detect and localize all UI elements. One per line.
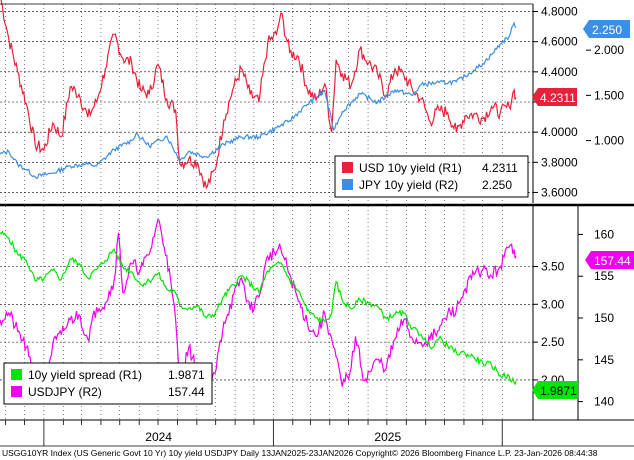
svg-text:1.9871: 1.9871 <box>540 384 577 398</box>
lower-left-tick-label: 3.00 <box>541 297 565 311</box>
upper-left-tick-label: 3.6000 <box>541 185 578 199</box>
usd-legend-swatch <box>342 162 353 173</box>
lower-right-tick-label: 150 <box>594 311 614 325</box>
usdjpy-legend-swatch <box>11 386 22 397</box>
jpy-legend-swatch <box>342 179 353 190</box>
usdjpy-legend-value: 157.44 <box>168 385 205 399</box>
x-axis-year-label: 2025 <box>374 430 401 444</box>
upper-right-tick-label: 1.500 <box>594 88 624 102</box>
usdjpy-line <box>0 218 517 405</box>
lower-left-tick-label: 3.50 <box>541 259 565 273</box>
footer-copyright: USGG10YR Index (US Generic Govt 10 Yr) 1… <box>2 448 598 458</box>
upper-legend: USD 10y yield (R1) 4.2311 JPY 10y yield … <box>334 155 529 198</box>
usdjpy-legend-label: USDJPY (R2) <box>28 385 102 399</box>
spread-legend-value: 1.9871 <box>168 368 205 382</box>
jpy-yield-value-tag: 2.250 <box>583 20 630 38</box>
upper-left-tick-label: 4.6000 <box>541 35 578 49</box>
upper-left-tick-label: 4.0000 <box>541 125 578 139</box>
jpy-legend-value: 2.250 <box>482 178 512 192</box>
spread-legend-label: 10y yield spread (R1) <box>28 368 142 382</box>
lower-legend: 10y yield spread (R1) 1.9871 USDJPY (R2)… <box>3 362 213 405</box>
svg-text:4.2311: 4.2311 <box>540 91 576 105</box>
upper-left-tick-label: 4.8000 <box>541 5 578 19</box>
svg-text:157.44: 157.44 <box>594 254 631 268</box>
upper-left-tick-label: 4.4000 <box>541 65 578 79</box>
yield-spread-line <box>0 230 517 386</box>
usd-legend-value: 4.2311 <box>482 161 518 175</box>
spread-value-tag: 1.9871 <box>532 381 578 399</box>
jpy-10y-yield-line <box>0 21 517 179</box>
lower-right-tick-label: 145 <box>594 353 614 367</box>
usd-legend-label: USD 10y yield (R1) <box>359 161 462 175</box>
upper-left-tick-label: 3.8000 <box>541 155 578 169</box>
svg-text:2.250: 2.250 <box>592 23 622 37</box>
lower-right-tick-label: 160 <box>594 227 614 241</box>
usd-yield-value-tag: 4.2311 <box>532 88 577 106</box>
lower-right-tick-label: 155 <box>594 269 614 283</box>
usd-10y-yield-line <box>0 0 517 190</box>
usdjpy-value-tag: 157.44 <box>585 251 634 269</box>
lower-right-tick-label: 140 <box>594 395 614 409</box>
upper-panel: 4.80004.60004.40004.20004.00003.80003.60… <box>0 0 630 203</box>
lower-left-tick-label: 2.50 <box>541 335 565 349</box>
jpy-legend-label: JPY 10y yield (R2) <box>359 178 458 192</box>
spread-legend-swatch <box>11 369 22 380</box>
x-axis-year-label: 2024 <box>145 430 172 444</box>
upper-right-tick-label: 1.000 <box>594 134 624 148</box>
upper-right-tick-label: 2.000 <box>594 43 624 57</box>
